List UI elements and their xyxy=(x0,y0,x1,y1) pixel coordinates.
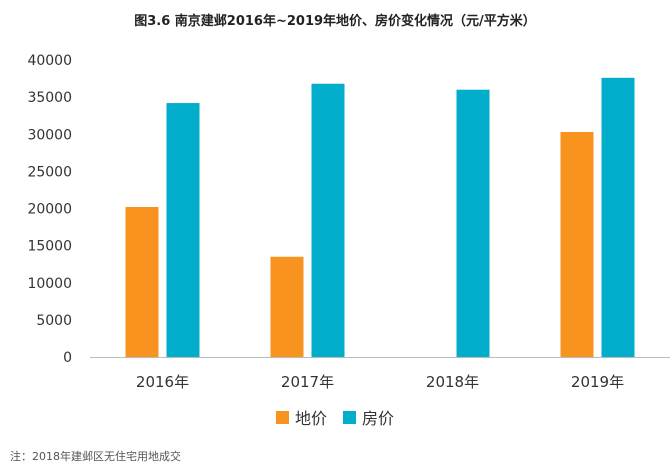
footnote: 注：2018年建邺区无住宅用地成交 xyxy=(10,450,181,463)
x-tick-label: 2018年 xyxy=(426,373,479,391)
bar-house-price xyxy=(456,89,490,357)
legend-label-land-price: 地价 xyxy=(294,409,327,428)
legend-item-land-price: 地价 xyxy=(275,405,327,429)
legend-swatch-house-price xyxy=(343,410,356,424)
legend-swatch-land-price xyxy=(275,410,289,424)
y-tick-label: 15000 xyxy=(27,239,72,255)
y-tick-label: 40000 xyxy=(27,53,72,69)
chart-title: 图3.6 南京建邺2016年~2019年地价、房价变化情况（元/平方米） xyxy=(134,14,536,29)
x-tick-label: 2016年 xyxy=(136,373,189,391)
bar-house-price xyxy=(601,77,635,357)
x-tick-label: 2017年 xyxy=(281,373,334,391)
bar-land-price xyxy=(560,132,594,357)
bar-house-price xyxy=(166,103,200,357)
x-tick-label: 2019年 xyxy=(571,373,624,391)
y-tick-label: 10000 xyxy=(27,276,72,292)
legend-label-house-price: 房价 xyxy=(362,409,395,428)
bar-chart: 0 5000 10000 15000 20000 25000 30000 35000 40000… xyxy=(27,53,670,391)
y-tick-label: 20000 xyxy=(27,202,72,218)
bar-house-price xyxy=(311,83,345,357)
bar-land-price xyxy=(125,207,159,357)
legend: 地价 房价 xyxy=(0,405,670,429)
x-axis: 2016年 2017年 2018年 2019年 xyxy=(90,357,670,391)
y-axis: 0 5000 10000 15000 20000 25000 30000 35000 40000 xyxy=(27,53,72,366)
y-tick-label: 30000 xyxy=(27,127,72,143)
legend-item-house-price: 房价 xyxy=(343,405,394,429)
y-tick-label: 5000 xyxy=(36,313,72,329)
y-tick-label: 25000 xyxy=(27,164,72,180)
bars xyxy=(125,77,635,357)
y-tick-label: 35000 xyxy=(27,90,72,106)
bar-land-price xyxy=(270,256,304,357)
y-tick-label: 0 xyxy=(63,350,72,366)
